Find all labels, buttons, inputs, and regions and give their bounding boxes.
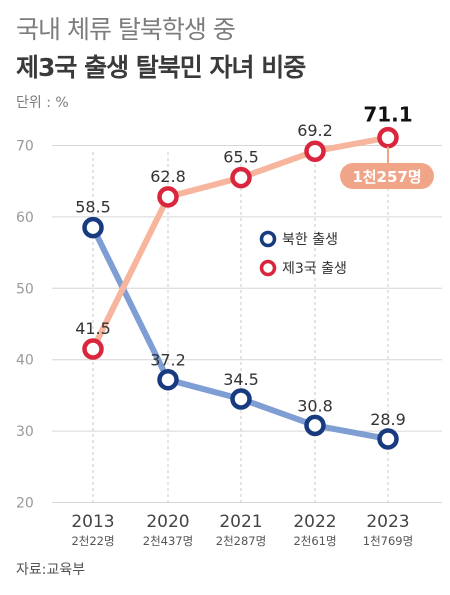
unit-label: 단위 : % bbox=[16, 95, 69, 111]
data-point bbox=[82, 338, 104, 360]
data-point bbox=[157, 186, 179, 208]
legend-marker bbox=[259, 259, 277, 277]
data-label: 30.8 bbox=[297, 396, 333, 415]
data-point bbox=[304, 414, 326, 437]
data-point bbox=[377, 428, 399, 450]
x-tick-sublabel: 2천437명 bbox=[143, 534, 193, 548]
annotation-label: 1천257명 bbox=[352, 168, 421, 186]
x-tick-sublabel: 2천61명 bbox=[293, 534, 336, 548]
legend-marker bbox=[259, 230, 277, 248]
data-point bbox=[230, 166, 252, 189]
y-tick-label: 50 bbox=[16, 281, 34, 297]
x-tick-label: 2021 bbox=[219, 512, 262, 532]
x-tick-label: 2023 bbox=[366, 512, 409, 532]
y-tick-label: 30 bbox=[16, 424, 34, 440]
x-tick-sublabel: 2천287명 bbox=[216, 534, 266, 548]
data-label: 41.5 bbox=[75, 319, 111, 338]
legend-label: 제3국 출생 bbox=[282, 261, 347, 277]
x-tick-label: 2022 bbox=[293, 512, 336, 532]
data-label: 71.1 bbox=[363, 103, 412, 127]
x-tick-label: 2020 bbox=[146, 512, 189, 532]
data-point bbox=[230, 388, 252, 410]
data-label: 37.2 bbox=[150, 351, 186, 370]
y-tick-label: 70 bbox=[16, 139, 34, 155]
x-tick-label: 2013 bbox=[71, 512, 114, 532]
data-label: 62.8 bbox=[150, 167, 186, 186]
data-label: 58.5 bbox=[75, 198, 111, 217]
legend-label: 북한 출생 bbox=[282, 232, 338, 248]
y-tick-label: 20 bbox=[16, 496, 34, 512]
data-point bbox=[157, 368, 179, 391]
data-point bbox=[304, 140, 326, 162]
data-label: 34.5 bbox=[223, 370, 259, 389]
source-label: 자료:교육부 bbox=[16, 562, 86, 578]
x-tick-sublabel: 1천769명 bbox=[363, 534, 413, 548]
annotation-badge bbox=[340, 163, 434, 189]
data-label: 28.9 bbox=[370, 410, 406, 429]
data-point bbox=[82, 216, 104, 239]
y-tick-label: 60 bbox=[16, 210, 34, 226]
data-label: 69.2 bbox=[297, 121, 333, 140]
y-tick-label: 40 bbox=[16, 353, 34, 369]
x-tick-sublabel: 2천22명 bbox=[71, 534, 114, 548]
chart-title: 국내 체류 탈북학생 중 bbox=[16, 15, 236, 44]
chart-subtitle: 제3국 출생 탈북민 자녀 비중 bbox=[16, 53, 306, 82]
data-point bbox=[377, 126, 399, 149]
data-label: 65.5 bbox=[223, 148, 259, 167]
